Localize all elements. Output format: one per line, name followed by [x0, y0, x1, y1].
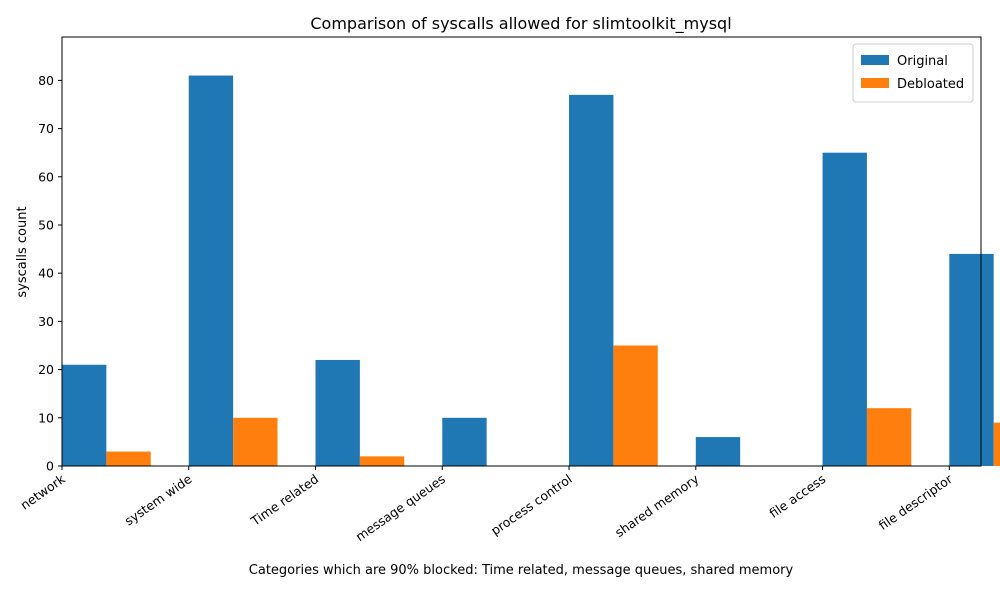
bar-original-file-access	[822, 152, 867, 466]
bar-original-process-control	[569, 94, 614, 466]
y-tick-label: 20	[38, 362, 54, 377]
x-tick-label: file access	[766, 471, 828, 521]
bar-original-network	[62, 364, 107, 466]
bar-debloated-network	[106, 451, 151, 466]
bar-debloated-process-control	[613, 345, 658, 466]
x-tick-label: shared memory	[612, 471, 702, 540]
y-tick-label: 70	[38, 121, 54, 136]
bar-original-time-related	[315, 359, 360, 466]
x-tick-label: message queues	[353, 471, 448, 544]
bar-original-system-wide	[188, 75, 234, 466]
y-tick-label: 0	[46, 459, 54, 474]
bar-debloated-file-descriptor	[993, 422, 1000, 466]
x-tick-label: network	[18, 471, 69, 513]
y-tick-label: 50	[38, 217, 54, 232]
x-tick-label: process control	[488, 471, 575, 538]
x-tick-label: file descriptor	[876, 471, 956, 533]
plot-frame	[61, 36, 982, 467]
y-tick-label: 30	[38, 314, 54, 329]
bars-group	[62, 75, 1000, 466]
y-tick-label: 40	[38, 266, 54, 281]
bar-debloated-system-wide	[233, 417, 278, 466]
bar-debloated-file-access	[866, 408, 912, 466]
x-tick-label: system wide	[122, 471, 195, 528]
bar-original-file-descriptor	[949, 253, 994, 466]
y-axis-label: syscalls count	[15, 206, 30, 297]
legend-frame	[852, 43, 974, 103]
y-tick-label: 10	[38, 410, 54, 425]
x-axis: network system wide Time related message qu…	[18, 466, 956, 544]
y-tick-label: 80	[38, 73, 54, 88]
x-axis-label: Categories which are 90% blocked: Time r…	[249, 563, 794, 578]
legend: Original Debloated	[852, 43, 974, 103]
legend-label: Original	[897, 54, 948, 69]
y-tick-label: 60	[38, 169, 54, 184]
legend-label: Debloated	[897, 77, 964, 92]
bar-original-message-queues	[442, 417, 487, 466]
chart-title: Comparison of syscalls allowed for slimt…	[310, 14, 731, 34]
x-tick-label: Time related	[247, 471, 321, 529]
bar-debloated-time-related	[359, 456, 405, 466]
y-axis: 0 10 20 30 40 50 60 70 80	[38, 73, 62, 474]
legend-swatch	[861, 55, 889, 65]
legend-swatch	[861, 78, 889, 88]
bar-original-shared-memory	[695, 437, 741, 466]
